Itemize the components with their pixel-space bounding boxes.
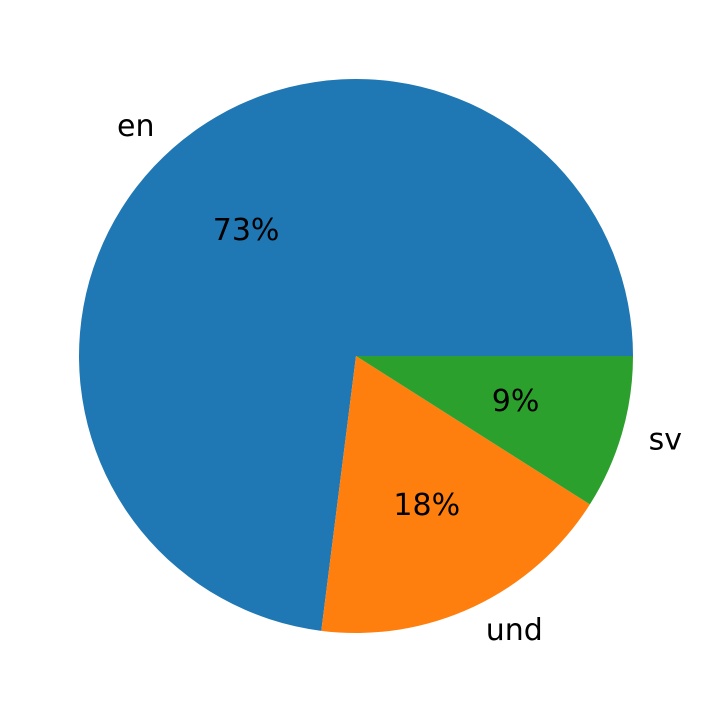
pie-slice [321,356,590,634]
pie-slice [356,356,633,505]
percent-label: 9% [492,384,540,419]
slice-label: sv [649,423,682,458]
percent-label: 18% [393,488,460,523]
slice-label: und [486,613,543,648]
slice-label: en [117,109,154,144]
percent-label: 73% [213,213,280,248]
pie-slice [78,79,633,631]
